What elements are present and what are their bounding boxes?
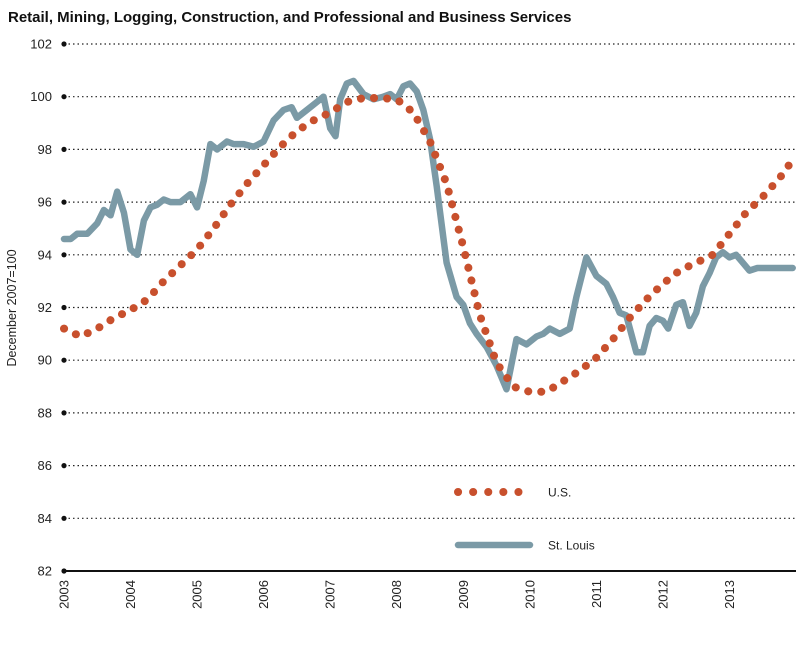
legend-label: U.S. bbox=[548, 486, 571, 500]
y-tick-mark bbox=[61, 357, 67, 363]
y-tick-mark bbox=[61, 410, 67, 416]
y-tick-label: 84 bbox=[38, 511, 52, 526]
gridlines bbox=[64, 43, 796, 572]
y-tick-mark bbox=[61, 463, 67, 469]
y-tick-mark bbox=[61, 568, 67, 574]
y-axis: 82 84 86 88 90 92 94 96 98 100 102 bbox=[30, 37, 67, 579]
series-line-st-louis bbox=[60, 77, 796, 393]
series-line-us bbox=[60, 94, 797, 396]
y-tick-label: 90 bbox=[38, 353, 52, 368]
y-tick-label: 102 bbox=[30, 37, 52, 52]
x-tick-label: 2005 bbox=[190, 580, 205, 609]
y-tick-mark bbox=[61, 146, 67, 152]
y-tick-label: 98 bbox=[38, 142, 52, 157]
x-tick-label: 2004 bbox=[123, 580, 138, 609]
y-axis-title: December 2007=100 bbox=[5, 249, 19, 366]
y-tick-mark bbox=[61, 94, 67, 100]
x-tick-label: 2011 bbox=[589, 580, 604, 608]
y-tick-label: 86 bbox=[38, 458, 52, 473]
y-tick-label: 96 bbox=[38, 195, 52, 210]
legend: U.S. St. Louis bbox=[454, 486, 595, 553]
y-tick-mark bbox=[61, 304, 67, 311]
y-tick-label: 82 bbox=[38, 564, 52, 579]
legend-label: St. Louis bbox=[548, 539, 595, 553]
x-tick-label: 2010 bbox=[522, 580, 537, 609]
x-tick-label: 2003 bbox=[57, 580, 72, 609]
y-tick-mark bbox=[61, 515, 67, 521]
series-lines bbox=[60, 77, 797, 396]
y-tick-label: 100 bbox=[30, 89, 52, 104]
y-tick-label: 94 bbox=[38, 247, 52, 262]
x-tick-label: 2008 bbox=[389, 580, 404, 609]
y-tick-mark bbox=[61, 199, 67, 205]
x-tick-label: 2009 bbox=[456, 580, 471, 609]
chart-title: Retail, Mining, Logging, Construction, a… bbox=[8, 9, 572, 26]
y-tick-label: 92 bbox=[38, 300, 52, 315]
y-tick-label: 88 bbox=[38, 405, 52, 420]
y-tick-mark bbox=[61, 41, 67, 47]
y-tick-mark bbox=[61, 252, 67, 258]
x-tick-label: 2006 bbox=[256, 580, 271, 609]
x-tick-label: 2007 bbox=[323, 580, 338, 609]
x-tick-label: 2013 bbox=[722, 580, 737, 609]
x-tick-label: 2012 bbox=[655, 580, 670, 609]
x-axis: 2003 2004 2005 2006 2007 2008 2009 2010 2011 2012… bbox=[57, 580, 737, 609]
